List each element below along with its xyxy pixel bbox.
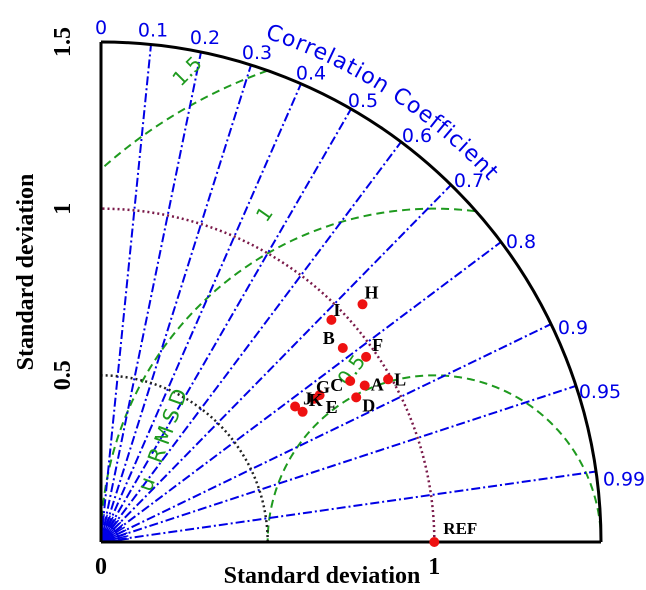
- rmsd-contours: [100, 69, 602, 543]
- correlation-ray: [100, 51, 202, 543]
- data-point-marker: [309, 393, 319, 404]
- x-axis-label: Standard deviation: [224, 563, 421, 589]
- data-point-label: J: [303, 389, 312, 409]
- origin-fan-arc: [100, 523, 120, 543]
- correlation-ray: [100, 241, 502, 543]
- correlation-ray: [100, 108, 352, 543]
- data-point-label: G: [316, 377, 330, 397]
- correlation-tick-label: 0.95: [579, 381, 621, 403]
- correlation-title: Correlation Coefficient: [263, 20, 504, 186]
- rmsd-contour: [266, 374, 602, 543]
- rmsd-contour-label: 1: [251, 202, 278, 226]
- data-point-label: L: [394, 369, 406, 389]
- correlation-ray: [100, 141, 402, 543]
- data-point-label: A: [371, 375, 384, 395]
- correlation-ray: [100, 83, 302, 543]
- correlation-tick-label: 0.6: [402, 125, 432, 147]
- y-tick-labels: 0.5 1 1.5: [50, 27, 76, 390]
- correlation-ray: [100, 470, 597, 543]
- y-axis-label: Standard deviation: [13, 174, 39, 371]
- data-point-label: E: [326, 397, 338, 417]
- data-point-marker: [383, 374, 394, 385]
- correlation-rays: [100, 44, 597, 543]
- data-point-label: K: [309, 390, 323, 410]
- correlation-ray: [100, 44, 152, 543]
- x-tick-label: 1: [428, 554, 440, 580]
- correlation-tick-label: 0.99: [603, 469, 645, 491]
- correlation-tick-label: 0.4: [296, 63, 326, 85]
- rmsd-contour: [100, 207, 476, 543]
- data-point-marker: [359, 380, 370, 391]
- std-arc: [100, 207, 436, 543]
- correlation-ray: [100, 64, 252, 543]
- data-points: A B CD E F G H I JK L: [290, 282, 406, 417]
- correlation-tick-label: 0.2: [190, 27, 220, 49]
- data-point-marker: [326, 314, 337, 325]
- data-point-marker: [337, 343, 348, 353]
- y-tick-label: 1.5: [50, 27, 76, 57]
- correlation-ray: [100, 184, 452, 543]
- data-point-marker: [361, 351, 372, 362]
- correlation-tick-label: 0.8: [506, 231, 536, 253]
- correlation-tick-label: 0: [95, 17, 107, 39]
- correlation-tick-label: 0.1: [138, 20, 168, 42]
- y-tick-label: 1: [50, 203, 76, 215]
- data-point-label: B: [323, 328, 335, 348]
- correlation-tick-label: 0.7: [454, 170, 484, 192]
- correlation-tick-labels: 0 0.1 0.2 0.3 0.4 0.5 0.6 0.7 0.8 0.9 0.95 0.99: [95, 17, 645, 491]
- x-tick-label: 0: [95, 554, 107, 580]
- data-point-label: D: [362, 395, 375, 415]
- data-point-marker: [345, 376, 356, 386]
- reference-label: REF: [443, 519, 477, 538]
- outer-arc: [100, 40, 603, 543]
- data-point-marker: [357, 299, 368, 310]
- data-point-label: H: [365, 282, 379, 302]
- correlation-tick-label: 0.3: [242, 42, 272, 64]
- correlation-tick-label: 0.9: [558, 317, 588, 339]
- data-point-label: F: [372, 335, 383, 355]
- data-point-label: C: [330, 375, 343, 395]
- y-tick-label: 0.5: [50, 360, 76, 390]
- correlation-tick-label: 0.5: [348, 90, 378, 112]
- correlation-ray: [100, 323, 552, 543]
- correlation-ray: [100, 384, 577, 543]
- data-point-marker: [290, 401, 301, 412]
- reference-point: [429, 537, 440, 547]
- data-point-label: I: [333, 300, 340, 320]
- data-point-marker: [351, 392, 362, 403]
- std-arc: [100, 374, 269, 543]
- rmsd-contour: [102, 69, 268, 169]
- data-point-marker: [297, 406, 308, 417]
